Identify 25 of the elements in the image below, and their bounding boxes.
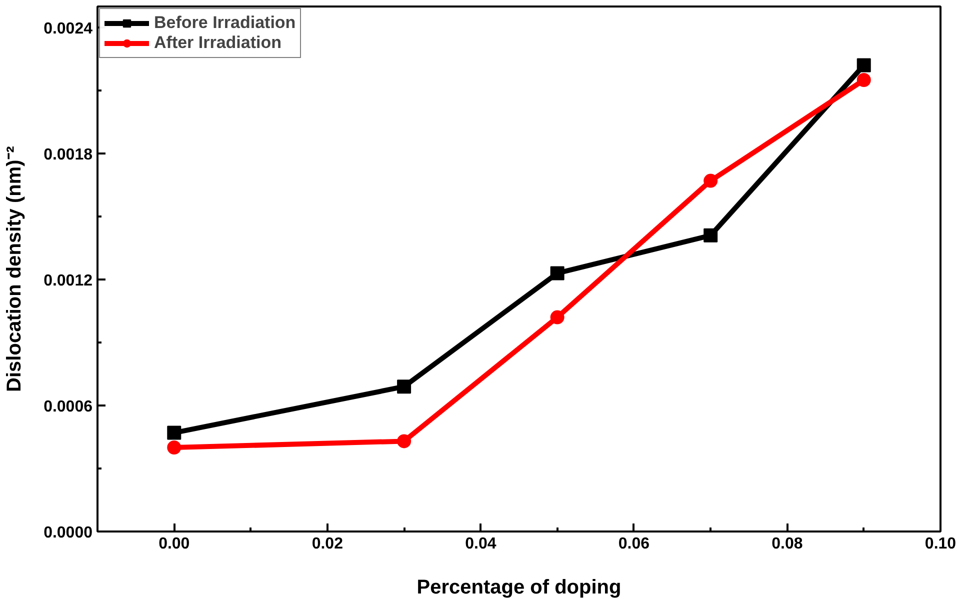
point xyxy=(397,380,412,394)
y-tick-label: 0.0000 xyxy=(44,524,93,542)
x-axis-title: Percentage of doping xyxy=(416,576,622,598)
point xyxy=(704,228,718,242)
x-tick-label: 0.10 xyxy=(924,536,956,552)
x-tick-label: 0.04 xyxy=(465,536,496,552)
point xyxy=(397,434,412,448)
y-tick-label: 0.0018 xyxy=(44,146,93,164)
y-tick-label: 0.0012 xyxy=(44,272,93,290)
x-tick-label: 0.02 xyxy=(312,536,344,552)
legend-label: Before Irradiation xyxy=(154,13,296,33)
point xyxy=(167,426,182,440)
point xyxy=(704,174,718,188)
y-tick-label: 0.0024 xyxy=(44,20,93,38)
y-axis-title: Dislocation density (nm)⁻² xyxy=(4,146,26,392)
point xyxy=(856,58,871,72)
point xyxy=(856,73,871,87)
point xyxy=(550,266,564,280)
y-tick-label: 0.0006 xyxy=(44,398,93,416)
legend-label: After Irradiation xyxy=(154,33,282,53)
point xyxy=(550,310,564,324)
x-tick-label: 0.06 xyxy=(618,536,650,552)
x-tick-label: 0.08 xyxy=(772,536,803,552)
point xyxy=(167,440,182,454)
x-tick-label: 0.00 xyxy=(158,536,190,552)
